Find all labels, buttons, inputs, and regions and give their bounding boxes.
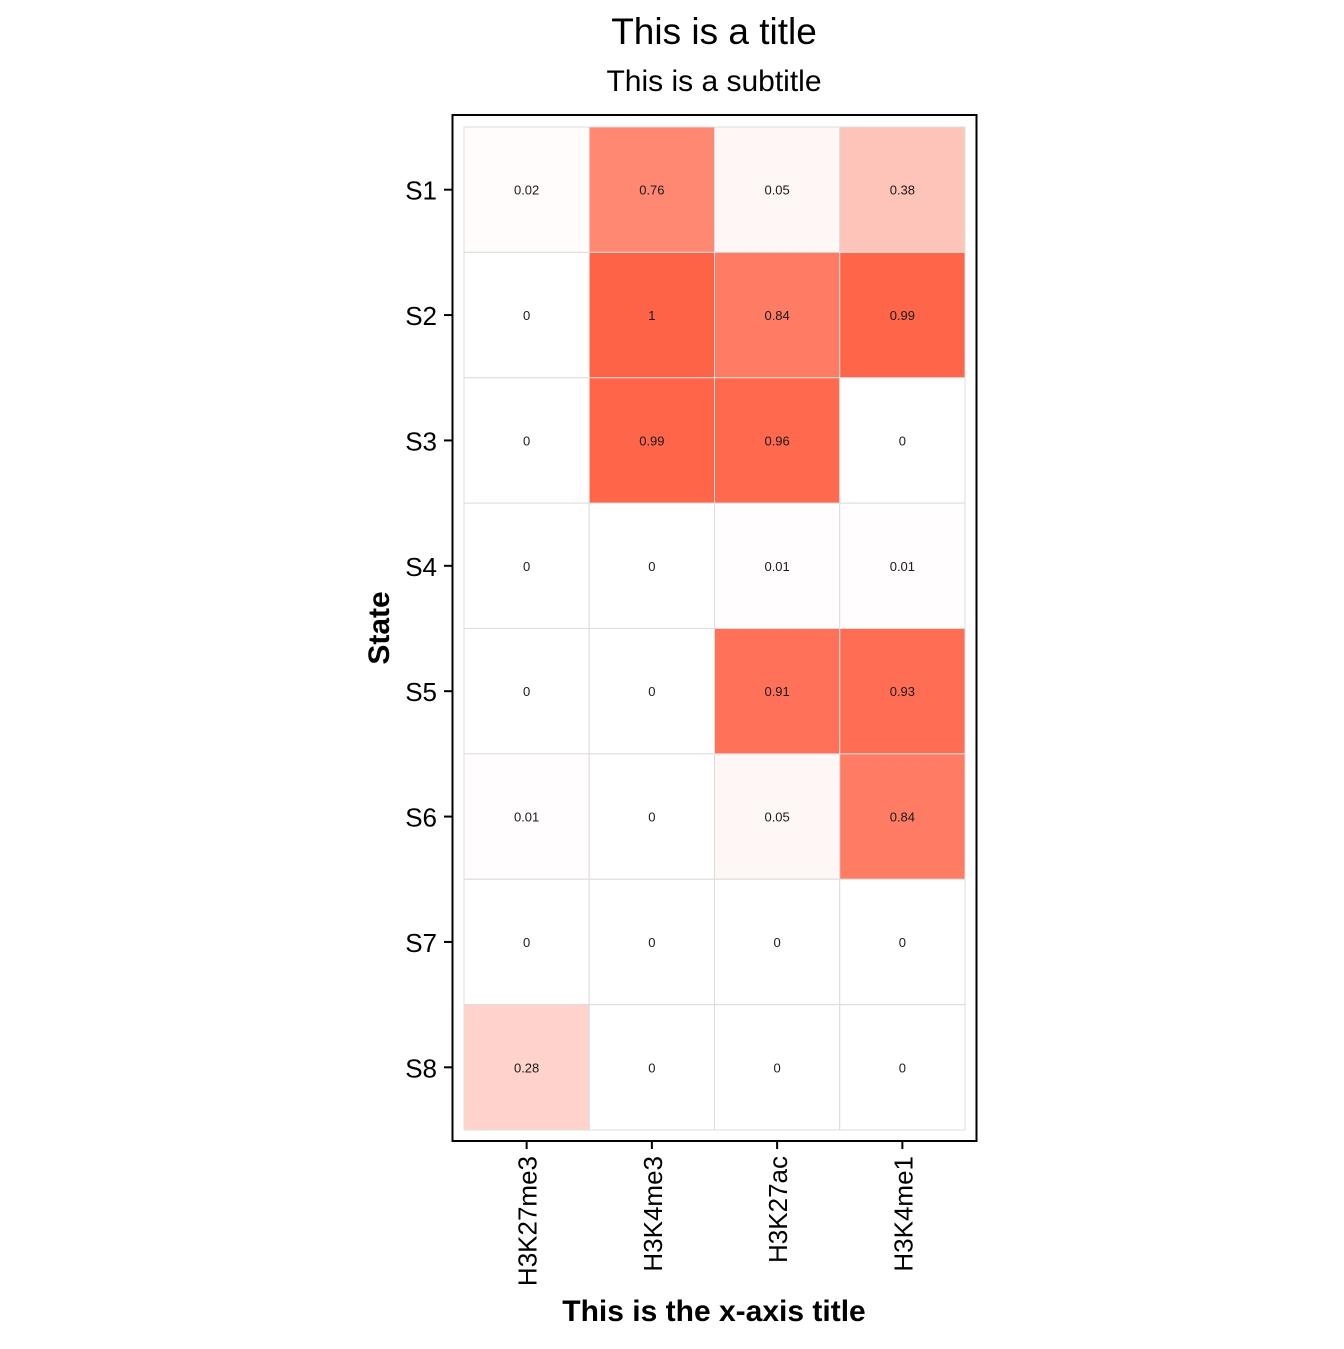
cell-value-label: 0: [648, 684, 655, 699]
panel-border: [451, 114, 978, 1142]
heatmap-cell: [839, 126, 966, 253]
chart-title: This is a title: [611, 11, 817, 52]
cell-value-label: 0.28: [514, 1060, 539, 1075]
heatmap-cells: [463, 126, 966, 1131]
cell-value-label: 0.05: [764, 810, 789, 825]
cell-value-label: 0.05: [764, 183, 789, 198]
heatmap-cell: [463, 753, 590, 880]
x-axis-title: This is the x-axis title: [562, 1295, 865, 1328]
y-tick-label: S7: [405, 928, 437, 958]
cell-value-label: 0.01: [764, 559, 789, 574]
cell-value-label: 0.96: [764, 433, 789, 448]
heatmap-cell: [463, 502, 590, 629]
cell-value-label: 0: [523, 308, 530, 323]
cell-value-label: 0.01: [890, 559, 915, 574]
cell-value-label: 0: [523, 433, 530, 448]
cell-value-label: 0.99: [890, 308, 915, 323]
cell-value-label: 0: [899, 1060, 906, 1075]
cell-value-label: 0.93: [890, 684, 915, 699]
x-axis: H3K27me3 H3K4me3 H3K27ac H3K4me1: [513, 1141, 918, 1286]
cell-value-label: 0: [774, 935, 781, 950]
heatmap-cell: [714, 126, 841, 253]
heatmap-cell: [839, 753, 966, 880]
cell-value-label: 0: [899, 935, 906, 950]
y-tick-label: S5: [405, 677, 437, 707]
heatmap-cell: [839, 502, 966, 629]
heatmap-cell: [839, 878, 966, 1006]
y-tick-label: S8: [405, 1053, 437, 1083]
heatmap-cell: [839, 377, 966, 504]
heatmap-cell: [714, 878, 841, 1006]
chart-subtitle: This is a subtitle: [606, 65, 821, 98]
heatmap-cell: [714, 753, 841, 880]
heatmap-cell: [714, 628, 841, 755]
cell-value-label: 0: [899, 433, 906, 448]
cell-value-labels: 0.02 0.76 0.05 0.38 0 1 0.84 0.99 0 0.99 0.96 0 0 0 0.…: [514, 183, 915, 1076]
cell-value-label: 0: [648, 1060, 655, 1075]
y-tick-label: S4: [405, 552, 437, 582]
cell-value-label: 0: [648, 935, 655, 950]
heatmap-cell: [463, 1004, 590, 1131]
cell-value-label: 0.84: [764, 308, 789, 323]
cell-value-label: 0.76: [639, 183, 664, 198]
heatmap-cell: [588, 628, 715, 755]
y-tick-label: S2: [405, 301, 437, 331]
cell-value-label: 0.02: [514, 183, 539, 198]
cell-value-label: 0: [774, 1060, 781, 1075]
y-axis-title: State: [363, 591, 396, 664]
x-tick-label: H3K27ac: [763, 1156, 793, 1263]
x-tick-label: H3K4me1: [888, 1156, 918, 1272]
y-tick-label: S3: [405, 426, 437, 456]
cell-value-label: 0: [648, 559, 655, 574]
heatmap-cell: [463, 126, 590, 253]
heatmap-cell: [588, 377, 715, 504]
y-tick-label: S1: [405, 176, 437, 206]
cell-value-label: 0.38: [890, 183, 915, 198]
heatmap-cell: [463, 878, 590, 1006]
heatmap-cell: [839, 251, 966, 379]
x-tick-label: H3K4me3: [638, 1156, 668, 1272]
y-tick-label: S6: [405, 803, 437, 833]
y-axis: S1 S2 S3 S4 S5 S6 S7 S8: [405, 176, 452, 1083]
heatmap-cell: [463, 628, 590, 755]
cell-value-label: 0: [523, 559, 530, 574]
heatmap-cell: [714, 1004, 841, 1131]
heatmap-cell: [588, 126, 715, 253]
heatmap-cell: [588, 753, 715, 880]
heatmap-cell: [588, 502, 715, 629]
cell-value-label: 0.99: [639, 433, 664, 448]
cell-value-label: 0: [648, 810, 655, 825]
cell-value-label: 1: [648, 308, 655, 323]
cell-value-label: 0.91: [764, 684, 789, 699]
cell-value-label: 0.84: [890, 810, 915, 825]
heatmap-cell: [839, 1004, 966, 1131]
cell-value-label: 0.01: [514, 810, 539, 825]
cell-value-label: 0: [523, 935, 530, 950]
heatmap-cell: [714, 502, 841, 629]
heatmap-cell: [839, 628, 966, 755]
heatmap-cell: [588, 251, 715, 379]
heatmap-cell: [463, 251, 590, 379]
x-tick-label: H3K27me3: [513, 1156, 543, 1286]
cell-value-label: 0: [523, 684, 530, 699]
